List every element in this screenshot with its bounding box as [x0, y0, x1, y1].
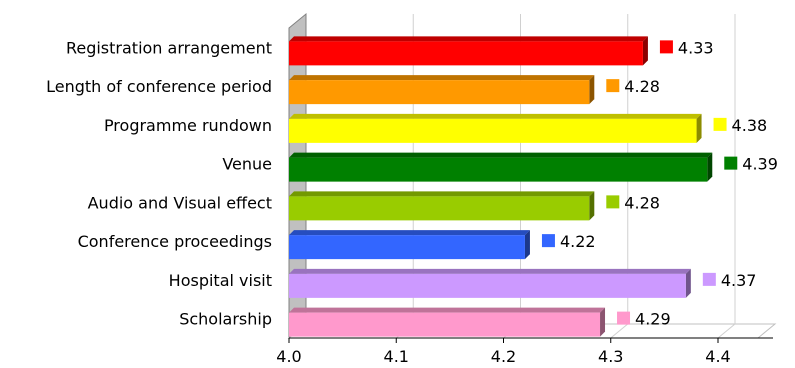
bar-side: [589, 75, 595, 105]
value-label: 4.39: [742, 155, 778, 174]
value-label: 4.28: [624, 193, 660, 212]
bar-side: [685, 268, 691, 298]
bar-top: [289, 230, 530, 236]
value-swatch: [541, 234, 555, 248]
bar: [289, 113, 702, 143]
category-label: Hospital visit: [169, 271, 272, 290]
tick-label: 4.4: [705, 347, 730, 366]
bar: [289, 268, 691, 298]
value-label: 4.37: [721, 271, 757, 290]
category-labels: Registration arrangement Length of confer…: [46, 38, 272, 328]
bar: [289, 191, 595, 221]
value-label: 4.38: [732, 116, 768, 135]
bar-front: [289, 41, 643, 66]
bar-front: [289, 312, 601, 337]
x-axis: 4.0 4.1 4.2 4.3 4.4: [276, 337, 773, 366]
gridline-floor: [717, 323, 736, 339]
bar: [289, 307, 606, 337]
value-swatch: [617, 311, 631, 325]
bar-side: [589, 191, 595, 221]
category-label: Registration arrangement: [66, 38, 272, 57]
value-label: 4.29: [635, 310, 671, 329]
value-label: 4.33: [678, 38, 714, 57]
bar-top: [289, 113, 702, 119]
gridline-floor: [610, 323, 629, 339]
category-label: Scholarship: [179, 310, 272, 329]
bar-front: [289, 118, 697, 143]
bar-top: [289, 36, 648, 42]
bar: [289, 230, 530, 260]
tick-label: 4.3: [598, 347, 623, 366]
value-swatch: [606, 79, 620, 93]
value-swatch: [702, 272, 716, 286]
bar-top: [289, 152, 713, 158]
bar-top: [289, 75, 595, 81]
value-swatch: [724, 156, 738, 170]
bar-side: [524, 230, 530, 260]
category-label: Venue: [222, 155, 272, 174]
value-swatch: [659, 40, 673, 54]
bar-front: [289, 235, 525, 260]
bar-front: [289, 80, 590, 105]
bar-side: [642, 36, 648, 66]
value-label: 4.22: [560, 232, 596, 251]
tick-label: 4.1: [384, 347, 409, 366]
bar-top: [289, 307, 606, 313]
bar-top: [289, 268, 691, 274]
bar-front: [289, 196, 590, 221]
category-label: Conference proceedings: [78, 232, 272, 251]
value-swatch: [606, 195, 620, 209]
category-label: Length of conference period: [46, 77, 272, 96]
tick-label: 4.2: [491, 347, 516, 366]
bar-front: [289, 157, 708, 182]
value-label: 4.28: [624, 77, 660, 96]
bar: [289, 75, 595, 105]
category-label: Programme rundown: [104, 116, 272, 135]
bar-top: [289, 191, 595, 197]
bar-side: [696, 113, 702, 143]
category-label: Audio and Visual effect: [88, 193, 272, 212]
value-labels: 4.33 4.28 4.38 4.39 4.28 4.22 4.37 4.29: [541, 38, 778, 329]
value-swatch: [713, 117, 727, 131]
tick-label: 4.0: [276, 347, 301, 366]
bar-side: [707, 152, 713, 182]
bars: [289, 36, 713, 337]
bar: [289, 152, 713, 182]
bar-front: [289, 273, 686, 298]
bar: [289, 36, 648, 66]
bar-side: [600, 307, 606, 337]
